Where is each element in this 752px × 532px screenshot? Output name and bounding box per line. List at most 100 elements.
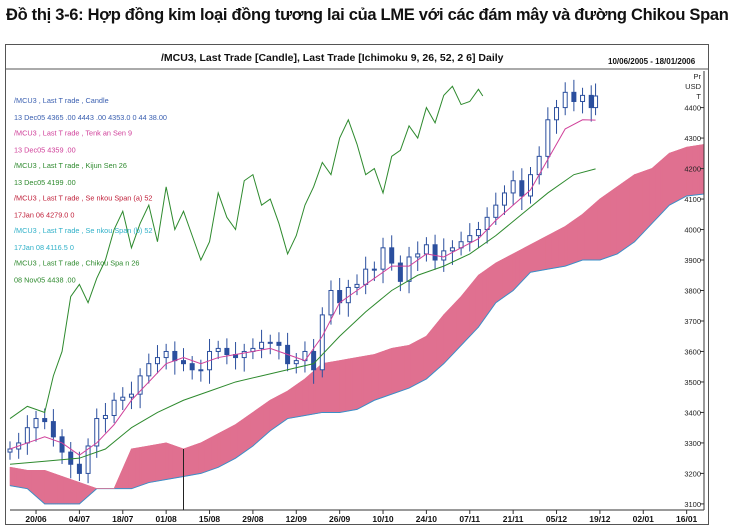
cloud-segment — [328, 361, 332, 413]
y-tick-label: 3800 — [684, 287, 701, 296]
cloud-segment — [675, 149, 679, 203]
cloud-segment — [165, 442, 169, 480]
cloud-segment — [395, 346, 399, 394]
cloud-segment — [640, 171, 644, 236]
cloud-segment — [61, 476, 65, 505]
candle-body — [545, 119, 551, 157]
cloud-segment — [324, 362, 327, 413]
cloud-segment — [467, 285, 471, 340]
cloud-segment — [59, 475, 63, 505]
cloud-segment — [374, 353, 377, 401]
cloud-segment — [382, 350, 386, 398]
cloud-segment — [137, 447, 141, 487]
cloud-segment — [315, 366, 319, 414]
candle-body — [441, 250, 447, 261]
cloud-segment — [491, 264, 494, 310]
cloud-segment — [139, 446, 143, 487]
candle-body — [432, 244, 438, 261]
cloud-segment — [159, 443, 163, 482]
cloud-segment — [545, 235, 549, 270]
cloud-segment — [543, 236, 546, 271]
cloud-segment — [558, 228, 562, 268]
cloud-segment — [66, 477, 69, 505]
candle-body — [163, 350, 169, 359]
candle-body — [146, 363, 152, 377]
cloud-segment — [462, 290, 466, 344]
cloud-segment — [196, 443, 199, 475]
cloud-segment — [580, 213, 583, 262]
cloud-segment — [332, 361, 336, 413]
candle-body — [198, 369, 204, 372]
cloud-segment — [148, 445, 152, 483]
cloud-segment — [469, 282, 473, 337]
cloud-segment — [655, 162, 659, 220]
cloud-segment — [595, 200, 599, 261]
y-tick-label: 3300 — [684, 439, 701, 448]
cloud-segment — [18, 468, 22, 488]
cloud-segment — [642, 170, 646, 234]
cloud-segment — [272, 397, 275, 430]
y-tick-label: 4000 — [684, 226, 701, 235]
cloud-segment — [530, 243, 533, 273]
x-tick-label: 29/08 — [242, 514, 264, 524]
cloud-segment — [263, 402, 267, 438]
cloud-segment — [560, 227, 564, 268]
cloud-segment — [230, 425, 234, 461]
legend-series-values: 17Jan 06 4279.0 0 — [14, 211, 74, 220]
cloud-segment — [83, 483, 87, 501]
cloud-segment — [172, 444, 176, 479]
cloud-segment — [161, 442, 165, 481]
cloud-segment — [577, 215, 581, 262]
cloud-segment — [369, 354, 373, 404]
cloud-segment — [421, 336, 425, 382]
cloud-segment — [393, 347, 397, 394]
candle-body — [241, 350, 247, 359]
cloud-segment — [497, 260, 501, 302]
cloud-segment — [233, 424, 236, 460]
cloud-segment — [666, 152, 670, 209]
cloud-segment — [430, 327, 434, 376]
cloud-segment — [510, 253, 514, 293]
cloud-segment — [515, 251, 518, 289]
figure-title: Đồ thị 3-6: Hợp đồng kim loại đồng tương… — [6, 6, 729, 24]
cloud-segment — [504, 256, 507, 298]
candle-body — [33, 418, 39, 429]
cloud-segment — [551, 231, 555, 269]
cloud-segment — [55, 473, 59, 505]
legend-series-name: /MCU3 , Last T rade , Se nkou Span (b) 5… — [14, 226, 152, 235]
cloud-segment — [428, 330, 432, 378]
candle-body — [475, 229, 481, 237]
cloud-segment — [31, 470, 35, 496]
y-tick-label: 3900 — [684, 256, 701, 265]
cloud-segment — [402, 345, 406, 391]
cloud-segment — [202, 440, 206, 474]
cloud-segment — [24, 469, 28, 490]
cloud-segment — [508, 254, 512, 295]
cloud-segment — [384, 349, 388, 397]
y-tick-label: 3200 — [684, 469, 701, 478]
y-tick-label: 3400 — [684, 408, 701, 417]
cloud-segment — [601, 195, 605, 260]
legend-series-values: 17Jan 08 4116.5 0 — [14, 243, 74, 252]
candle-body — [267, 341, 273, 344]
legend-series-name: /MCU3 , Last T rade , Chikou Spa n 26 — [14, 259, 139, 268]
cloud-segment — [356, 356, 360, 410]
candle-body — [120, 396, 126, 401]
cloud-segment — [380, 351, 384, 399]
x-tick-label: 24/10 — [416, 514, 438, 524]
x-tick-label: 01/08 — [156, 514, 178, 524]
cloud-segment — [456, 298, 460, 351]
cloud-segment — [632, 174, 635, 244]
cloud-segment — [57, 474, 61, 505]
senkou-span-b-line — [9, 193, 705, 505]
cloud-segment — [170, 444, 173, 480]
cloud-segment — [554, 230, 557, 269]
x-tick-label: 26/09 — [329, 514, 351, 524]
candle-body — [328, 290, 334, 316]
cloud-segment — [141, 446, 145, 486]
cloud-segment — [74, 480, 78, 505]
x-tick-label: 07/11 — [459, 514, 480, 524]
cloud-segment — [391, 347, 395, 395]
cloud-segment — [72, 479, 76, 505]
cloud-segment — [495, 261, 499, 304]
